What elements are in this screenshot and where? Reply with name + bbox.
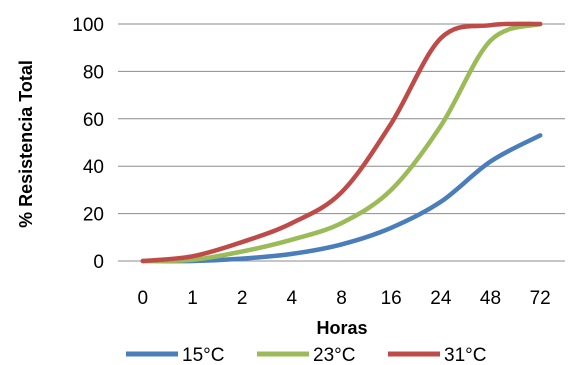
y-tick-label: 60 xyxy=(83,110,104,131)
x-tick-label: 1 xyxy=(187,288,198,309)
legend-label-2: 23°C xyxy=(313,345,355,365)
x-tick-label: 16 xyxy=(381,288,402,309)
x-tick-label: 48 xyxy=(480,288,501,309)
y-tick-label: 20 xyxy=(83,205,104,226)
series-lines xyxy=(140,21,543,264)
series-line-2 xyxy=(140,21,543,264)
y-tick-label: 40 xyxy=(83,157,104,178)
series-line-3 xyxy=(140,21,543,264)
y-tick-label: 100 xyxy=(72,15,104,36)
x-tick-label: 24 xyxy=(430,288,452,309)
x-tick-label: 72 xyxy=(530,288,551,309)
x-tick-label: 2 xyxy=(237,288,248,309)
x-axis-title: Horas xyxy=(316,318,367,338)
x-tick-label: 4 xyxy=(287,288,298,309)
legend-label-1: 15°C xyxy=(182,345,224,365)
y-tick-label: 0 xyxy=(93,252,104,273)
y-axis-title: % Resistencia Total xyxy=(16,60,36,228)
grid-lines xyxy=(118,23,565,262)
x-tick-label: 0 xyxy=(138,288,149,309)
series-line-1 xyxy=(140,133,543,264)
y-tick-label: 80 xyxy=(83,62,104,83)
legend: 15°C 23°C 31°C xyxy=(126,345,486,365)
y-tick-labels: 0 20 40 60 80 100 xyxy=(72,15,104,273)
x-tick-labels: 0 1 2 4 8 16 24 48 72 xyxy=(138,288,551,309)
legend-label-3: 31°C xyxy=(444,345,486,365)
x-tick-label: 8 xyxy=(336,288,347,309)
